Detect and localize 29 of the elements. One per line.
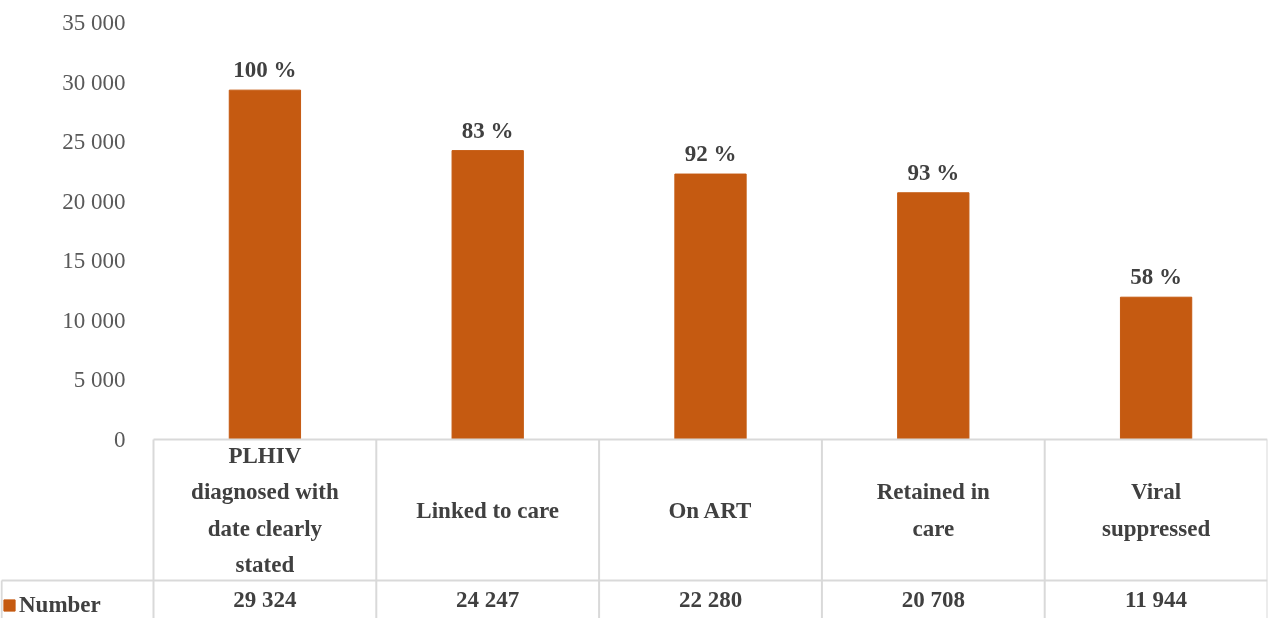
y-tick-label: 30 000 <box>62 69 126 95</box>
y-tick-label: 0 <box>114 427 126 452</box>
y-tick-label: 20 000 <box>62 188 126 214</box>
x-tick-label: Linked to care <box>416 497 560 523</box>
data-label: 24 247 <box>456 587 520 612</box>
text: 92 % <box>684 141 737 167</box>
data-label: 11 944 <box>1125 587 1188 612</box>
data-label: 22 280 <box>678 587 743 612</box>
y-tick-label: 15 000 <box>62 248 126 274</box>
legend-label: Number <box>19 592 101 618</box>
x-tick-label: PLHIV diagnosed with date clearly stated <box>191 443 339 577</box>
bar <box>674 173 747 440</box>
bar <box>228 89 302 440</box>
text: 93 % <box>907 159 960 185</box>
y-tick-label: 25 000 <box>62 129 126 155</box>
y-tick-label: 5 000 <box>73 367 126 393</box>
bar <box>451 150 524 440</box>
data-label: 20 708 <box>901 587 965 612</box>
bar <box>897 192 970 440</box>
text: 58 % <box>1130 264 1182 290</box>
bar <box>1119 296 1193 440</box>
text: 100 % <box>233 57 297 83</box>
x-tick-label: Retained in care <box>876 479 991 541</box>
x-tick-label: On ART <box>668 497 752 523</box>
data-label: 29 324 <box>233 587 298 612</box>
y-tick-label: 35 000 <box>62 10 126 35</box>
y-tick-label: 10 000 <box>62 307 126 333</box>
x-tick-label: Viral suppressed <box>1101 479 1211 541</box>
text: 83 % <box>461 117 514 143</box>
